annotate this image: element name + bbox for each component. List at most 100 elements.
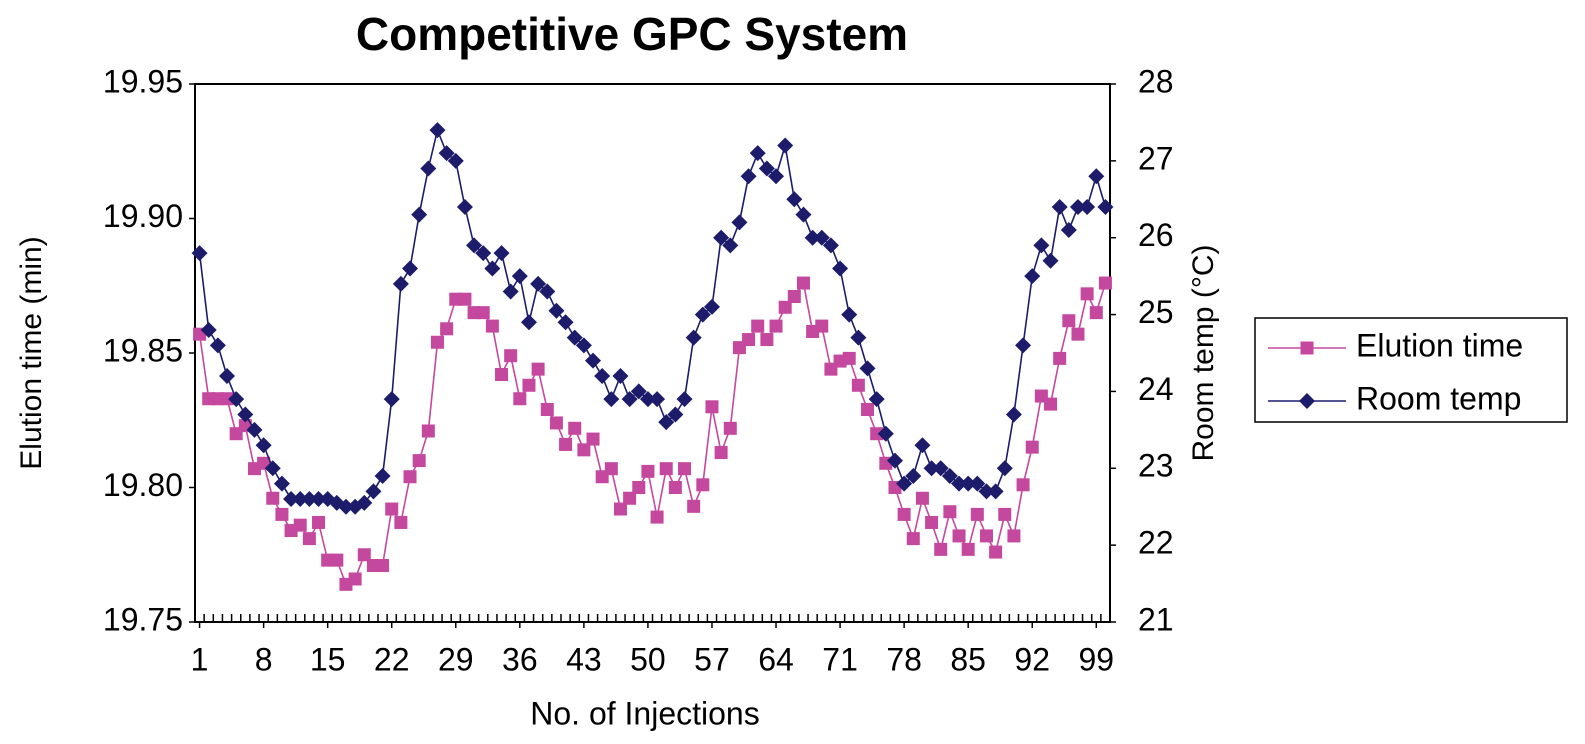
y2-axis-title: Room temp (°C) [1187,244,1220,461]
diamond-marker [438,145,455,162]
square-marker [751,319,765,333]
diamond-marker [914,437,931,454]
diamond-marker [969,475,986,492]
diamond-marker [905,467,922,484]
square-marker [668,481,682,494]
diamond-marker [228,391,245,408]
diamond-marker [337,498,354,515]
square-marker [687,499,701,513]
square-marker [961,542,975,556]
y2-tick-label: 24 [1138,371,1174,407]
square-marker [915,491,929,505]
diamond-marker [310,491,327,508]
square-marker [641,464,655,478]
diamond-marker [484,260,501,277]
square-marker [1089,306,1103,320]
y2-tick-label: 23 [1138,448,1174,484]
square-marker [970,507,984,521]
diamond-marker [978,483,995,500]
x-tick-label: 29 [438,641,474,677]
diamond-marker [740,168,757,185]
square-marker [1044,397,1058,411]
square-marker [998,507,1012,521]
x-tick-label: 57 [694,641,730,677]
square-marker [623,491,637,505]
diamond-marker [273,475,290,492]
square-marker [412,454,426,468]
diamond-marker [356,494,373,511]
square-marker [421,424,435,438]
square-marker [275,507,289,521]
y2-tick-label: 28 [1138,63,1174,99]
x-tick-label: 64 [758,641,794,677]
diamond-marker [585,352,602,369]
diamond-marker [896,475,913,492]
square-marker [796,276,810,290]
square-marker [815,319,829,333]
square-marker [989,545,1003,559]
diamond-marker [758,160,775,177]
square-marker [513,392,527,406]
diamond-marker [932,460,949,477]
diamond-marker [237,406,254,423]
square-marker [769,319,783,333]
series-line [198,281,1107,586]
diamond-marker [466,237,483,254]
square-marker [549,416,563,430]
square-marker [1080,287,1094,301]
diamond-marker [841,306,858,323]
diamond-marker [658,414,675,431]
square-marker [650,510,664,524]
square-marker [1053,351,1067,365]
legend-label: Elution time [1356,327,1523,363]
diamond-marker [603,391,620,408]
square-marker [577,443,591,457]
diamond-marker [191,245,208,262]
square-marker [476,306,490,320]
diamond-marker [255,437,272,454]
square-marker [906,532,920,546]
square-marker [376,559,390,573]
diamond-marker [209,337,226,354]
diamond-marker [630,383,647,400]
diamond-marker [246,421,263,438]
diamond-marker [612,368,629,385]
square-marker [1062,314,1076,328]
diamond-marker [1015,337,1032,354]
diamond-marker [722,237,739,254]
square-marker [266,491,280,505]
square-marker [559,437,573,451]
y2-tick-label: 22 [1138,525,1174,561]
diamond-marker [1033,237,1050,254]
diamond-marker [1060,222,1077,239]
square-marker [851,378,865,392]
square-marker [861,402,875,416]
square-marker [1071,327,1085,341]
diamond-marker [200,321,217,338]
square-marker [394,515,408,529]
square-marker [678,462,692,476]
diamond-marker [429,122,446,139]
square-marker [742,333,756,347]
square-marker [458,292,472,306]
diamond-marker [877,425,894,442]
square-marker [312,515,326,529]
y2-tick-label: 21 [1138,601,1174,637]
square-marker [504,349,518,363]
square-marker [787,290,801,304]
diamond-marker [832,260,849,277]
diamond-marker [420,160,437,177]
diamond-marker [1024,268,1041,285]
diamond-marker [685,329,702,346]
square-marker [632,481,646,494]
x-tick-label: 50 [630,641,666,677]
diamond-marker [621,391,638,408]
x-tick-label: 15 [310,641,346,677]
plot-frame [194,83,1111,623]
diamond-marker [859,360,876,377]
diamond-marker [1069,198,1086,215]
square-marker [430,335,444,349]
diamond-marker [777,137,794,154]
diamond-marker [456,198,473,215]
diamond-marker [1079,198,1096,215]
